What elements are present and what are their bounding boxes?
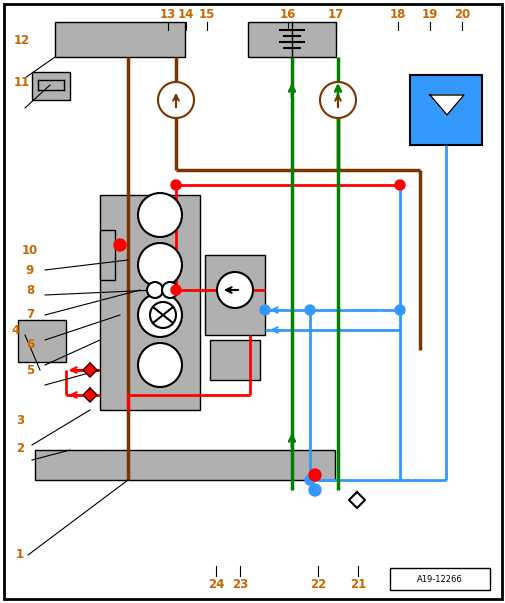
Bar [247,22,335,57]
Text: 19: 19 [421,7,437,21]
Circle shape [158,82,193,118]
Text: 10: 10 [22,244,38,256]
Text: 1: 1 [16,549,24,561]
Text: 4: 4 [12,323,20,336]
Bar [100,195,199,410]
Circle shape [319,82,356,118]
Text: 5: 5 [26,364,34,376]
Circle shape [138,193,182,237]
Text: 24: 24 [208,578,224,590]
Bar [389,568,489,590]
Text: 21: 21 [349,578,366,590]
Circle shape [138,243,182,287]
Text: 18: 18 [389,7,406,21]
Polygon shape [348,492,364,508]
Circle shape [171,285,181,295]
Text: 20: 20 [453,7,469,21]
Text: 9: 9 [26,264,34,277]
Text: 12: 12 [14,34,30,46]
Polygon shape [83,388,97,402]
Text: 2: 2 [16,441,24,455]
Text: 7: 7 [26,309,34,321]
Circle shape [138,293,182,337]
Bar [210,340,260,380]
Circle shape [305,305,315,315]
Text: 22: 22 [309,578,326,590]
Text: 23: 23 [231,578,247,590]
Bar [55,22,185,57]
Polygon shape [83,363,97,377]
Circle shape [394,180,404,190]
Text: 17: 17 [327,7,343,21]
Circle shape [309,484,320,496]
Circle shape [147,282,163,298]
Circle shape [394,305,404,315]
Bar [100,230,115,280]
Bar [205,255,265,335]
Circle shape [149,302,176,328]
Circle shape [138,343,182,387]
Bar [409,75,481,145]
Circle shape [260,305,270,315]
Text: A19-12266: A19-12266 [416,575,462,584]
Circle shape [305,475,315,485]
Text: 13: 13 [160,7,176,21]
Bar [18,320,66,362]
Text: 16: 16 [279,7,295,21]
Bar [32,72,70,100]
Text: 14: 14 [177,7,194,21]
Circle shape [114,239,126,251]
Text: 15: 15 [198,7,215,21]
Polygon shape [429,95,463,115]
Circle shape [162,282,178,298]
Circle shape [309,469,320,481]
Circle shape [171,180,181,190]
Text: 8: 8 [26,283,34,297]
Bar [35,450,334,480]
Text: 11: 11 [14,75,30,89]
Text: 6: 6 [26,338,34,352]
Text: 3: 3 [16,414,24,426]
Circle shape [217,272,252,308]
